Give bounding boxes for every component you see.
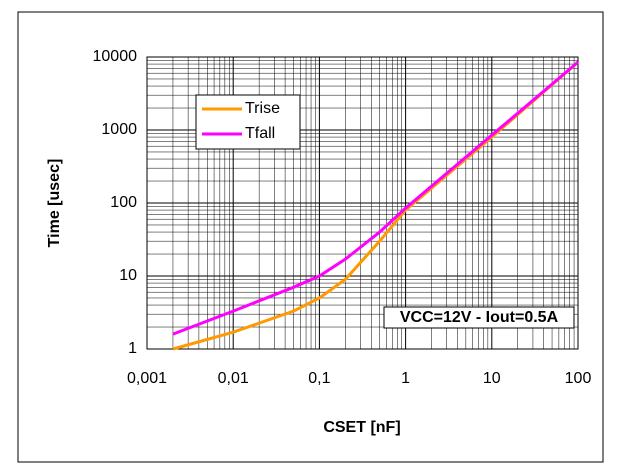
legend-label: Trise	[245, 100, 280, 117]
line-series	[172, 61, 579, 336]
x-tick-label: 10	[483, 370, 501, 387]
y-tick-label: 10000	[93, 48, 138, 65]
y-tick-label: 1000	[101, 121, 137, 138]
x-axis-label: CSET [nF]	[323, 419, 400, 436]
x-tick-label: 0,001	[127, 370, 167, 387]
x-tick-label: 0,01	[218, 370, 249, 387]
x-tick-label: 1	[401, 370, 410, 387]
x-tick-label: 0,1	[308, 370, 330, 387]
annotation-box	[383, 306, 575, 329]
legend-box	[195, 94, 301, 150]
y-tick-label: 10	[119, 267, 137, 284]
legend-label: Tfall	[245, 125, 275, 142]
y-axis-label: Time [usec]	[46, 159, 63, 248]
x-tick-label: 100	[565, 370, 592, 387]
annotation: VCC=12V - Iout=0.5A	[400, 309, 559, 326]
y-tick-label: 100	[110, 194, 137, 211]
y-tick-label: 1	[128, 340, 137, 357]
